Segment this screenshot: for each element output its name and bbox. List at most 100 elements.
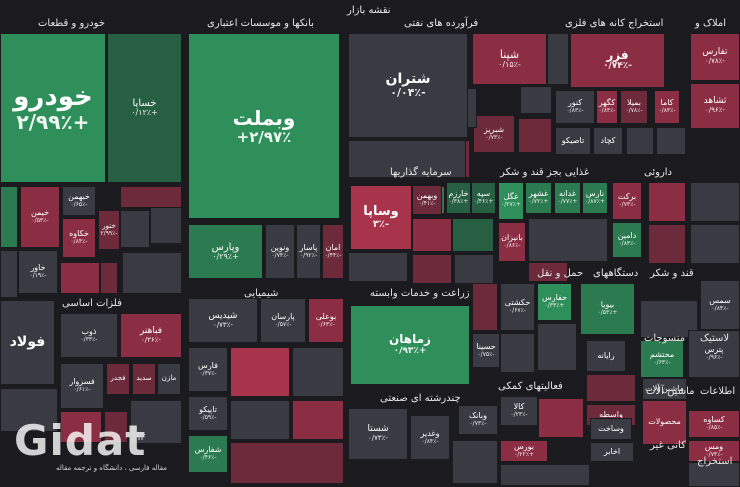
stock-tile[interactable]: شتران ۰/۰۴٪- [348,33,468,138]
stock-tile[interactable]: غدانه ۰/۷۷٪+ [554,182,581,214]
stock-tile-small[interactable] [104,411,128,443]
stock-tile[interactable]: حسینا ۰/۷۵٪- [472,333,500,368]
stock-tile[interactable]: وساپا ۳٪- [350,185,412,250]
stock-tile-small[interactable] [292,347,344,397]
stock-tile[interactable]: سمس ۰/۸۴٪- [700,280,740,330]
stock-tile[interactable]: مازن [157,363,181,395]
stock-tile-small[interactable] [0,388,58,432]
stock-tile[interactable]: برکت ۰/۷۳٪- [612,182,642,220]
stock-tile[interactable]: خساپا ۰/۱۲٪+ [107,33,182,183]
stock-tile-small[interactable] [626,127,654,155]
stock-tile[interactable]: وپارس ۰/۲۹٪+ [188,224,263,279]
stock-tile[interactable]: بمیلا ۰/۷۸٪- [620,90,648,124]
stock-tile-small[interactable] [60,411,102,443]
stock-tile[interactable]: محصولات [642,400,687,445]
stock-tile-small[interactable] [130,400,182,444]
stock-tile-small[interactable] [0,186,18,248]
stock-tile[interactable]: وبملت +۲/۹۷٪ [188,33,340,219]
stock-tile[interactable]: پارسان ۰/۵۷٪- [260,298,306,343]
stock-tile[interactable]: کنور ۰/۸۳٪- [555,90,595,124]
stock-tile-small[interactable] [292,400,344,440]
stock-tile[interactable]: ونوین ۰/۷۴٪- [265,224,295,279]
stock-tile-small[interactable] [454,254,494,284]
stock-tile-small[interactable] [690,182,740,222]
stock-tile[interactable]: رایانه [586,340,626,372]
stock-tile-small[interactable] [412,218,452,252]
stock-tile-small[interactable] [648,182,686,222]
stock-tile[interactable]: محتشم ۰/۶۳٪- [640,340,684,378]
stock-tile-small[interactable] [412,254,452,284]
stock-tile-small[interactable] [520,86,552,114]
stock-tile[interactable]: ختور ۲/۹۹٪- [98,210,120,250]
stock-tile-small[interactable] [100,262,118,294]
stock-tile[interactable]: وبانک ۰/۷۳٪- [458,405,498,435]
stock-tile[interactable]: کچاد [593,127,623,155]
stock-tile[interactable]: کاما ۰/۸۳٪- [654,90,680,124]
stock-tile-small[interactable] [60,262,100,294]
stock-tile[interactable]: فولاد [0,300,55,385]
stock-tile[interactable]: کگهر ۰/۸۴٪- [596,90,618,124]
stock-tile[interactable]: غگل ۰/۲۷٪+ [498,182,524,220]
stock-tile[interactable]: شپنا ۰/۱۵٪- [472,33,547,85]
stock-tile-small[interactable] [0,250,18,298]
stock-tile-small[interactable] [648,224,686,264]
stock-tile[interactable]: فباهنر ۰/۳۶٪- [120,313,182,358]
stock-tile-small[interactable] [547,33,569,85]
stock-tile[interactable]: پاسار ۰/۹۲٪- [296,224,321,279]
stock-tile-small[interactable] [120,186,182,208]
stock-tile[interactable]: بوعلی ۰/۶۳٪- [308,298,344,343]
stock-tile-small[interactable] [452,218,494,252]
stock-tile[interactable]: نارس ۰/۸۷٪+ [582,182,608,214]
stock-tile[interactable]: خودرو ۲/۹۹٪+ [0,33,106,183]
stock-tile[interactable]: فسزوار ۰/۶۱٪- [60,363,104,409]
stock-tile[interactable]: وساخت [590,418,632,440]
stock-tile-small[interactable] [586,374,636,402]
stock-tile-small[interactable] [656,127,686,155]
stock-tile[interactable]: تاپیکو ۰/۵۹٪- [188,396,228,431]
stock-tile[interactable]: فزر ۰/۷۴٪- [570,33,665,88]
stock-tile[interactable]: پترس ۰/۹۶٪- [688,330,740,378]
stock-tile[interactable]: تفارس ۰/۷۸٪- [690,33,740,81]
stock-tile[interactable]: خکاوه ۰/۸۴٪- [62,218,96,258]
stock-tile-small[interactable] [500,333,535,373]
stock-tile[interactable]: ومس ۰/۷۴٪- [688,440,740,462]
stock-tile[interactable]: اخابر [590,442,634,462]
stock-tile-small[interactable] [348,252,408,282]
stock-tile[interactable]: وبهمن ۰/۴۱٪- [412,185,442,215]
stock-tile-small[interactable] [538,398,584,438]
stock-tile[interactable]: کساوه ۰/۸۵٪- [688,410,740,438]
stock-tile-small[interactable] [518,118,552,153]
stock-tile-small[interactable] [528,262,568,282]
stock-tile[interactable]: سدید [132,363,156,395]
stock-tile[interactable]: شبریز ۰/۷۳٪- [473,115,515,153]
stock-tile[interactable]: زماهان ۰/۹۳٪+ [350,305,470,385]
stock-tile-small[interactable] [452,440,498,484]
stock-tile-small[interactable] [500,464,590,486]
stock-tile-small[interactable] [528,218,608,262]
stock-tile[interactable]: وغدیر ۰/۸۴٪- [410,415,450,460]
stock-tile[interactable]: سپه ۰/۴۶٪+ [471,182,496,214]
stock-tile-small[interactable] [120,210,150,248]
stock-tile[interactable]: تاصیکو [555,127,591,155]
stock-tile[interactable]: خیمن ۰/۵۳٪- [20,186,60,248]
stock-tile[interactable]: شستا ۰/۷۳٪- [348,408,408,460]
stock-tile[interactable]: امان ۰/۴۴٪- [322,224,344,279]
stock-tile[interactable]: دامین ۰/۸۳٪- [612,222,642,258]
stock-tile-small[interactable] [537,323,577,371]
stock-tile[interactable]: شیدیس ۰/۷۳٪- [188,298,258,343]
stock-tile-small[interactable] [472,283,498,331]
stock-tile-small[interactable] [230,347,290,397]
stock-tile[interactable]: کالا ۰/۲۳٪- [500,396,538,426]
stock-tile[interactable]: فجدر [106,363,130,395]
stock-tile[interactable]: حکشتی ۰/۶۷٪- [500,283,535,331]
stock-tile[interactable]: حفارس ۰/۳۳٪+ [537,283,572,321]
stock-tile[interactable]: فارس ۰/۳۷٪- [188,347,228,392]
stock-tile[interactable]: خبهمن ۰/۶۵٪- [62,186,96,216]
stock-tile[interactable]: شفارس ۰/۴۶٪- [188,435,228,473]
stock-tile[interactable]: ثشاهد ۰/۹۶٪- [690,83,740,129]
stock-tile[interactable]: غشهر ۰/۷۲٪+ [525,182,552,214]
stock-tile[interactable]: خاور ۰/۱۹٪- [18,250,58,294]
stock-tile[interactable]: خارزم ۰/۳۸٪+ [446,182,471,214]
stock-tile-small[interactable] [348,140,466,178]
stock-tile[interactable]: بیویا ۰/۵۳٪+ [580,283,635,335]
